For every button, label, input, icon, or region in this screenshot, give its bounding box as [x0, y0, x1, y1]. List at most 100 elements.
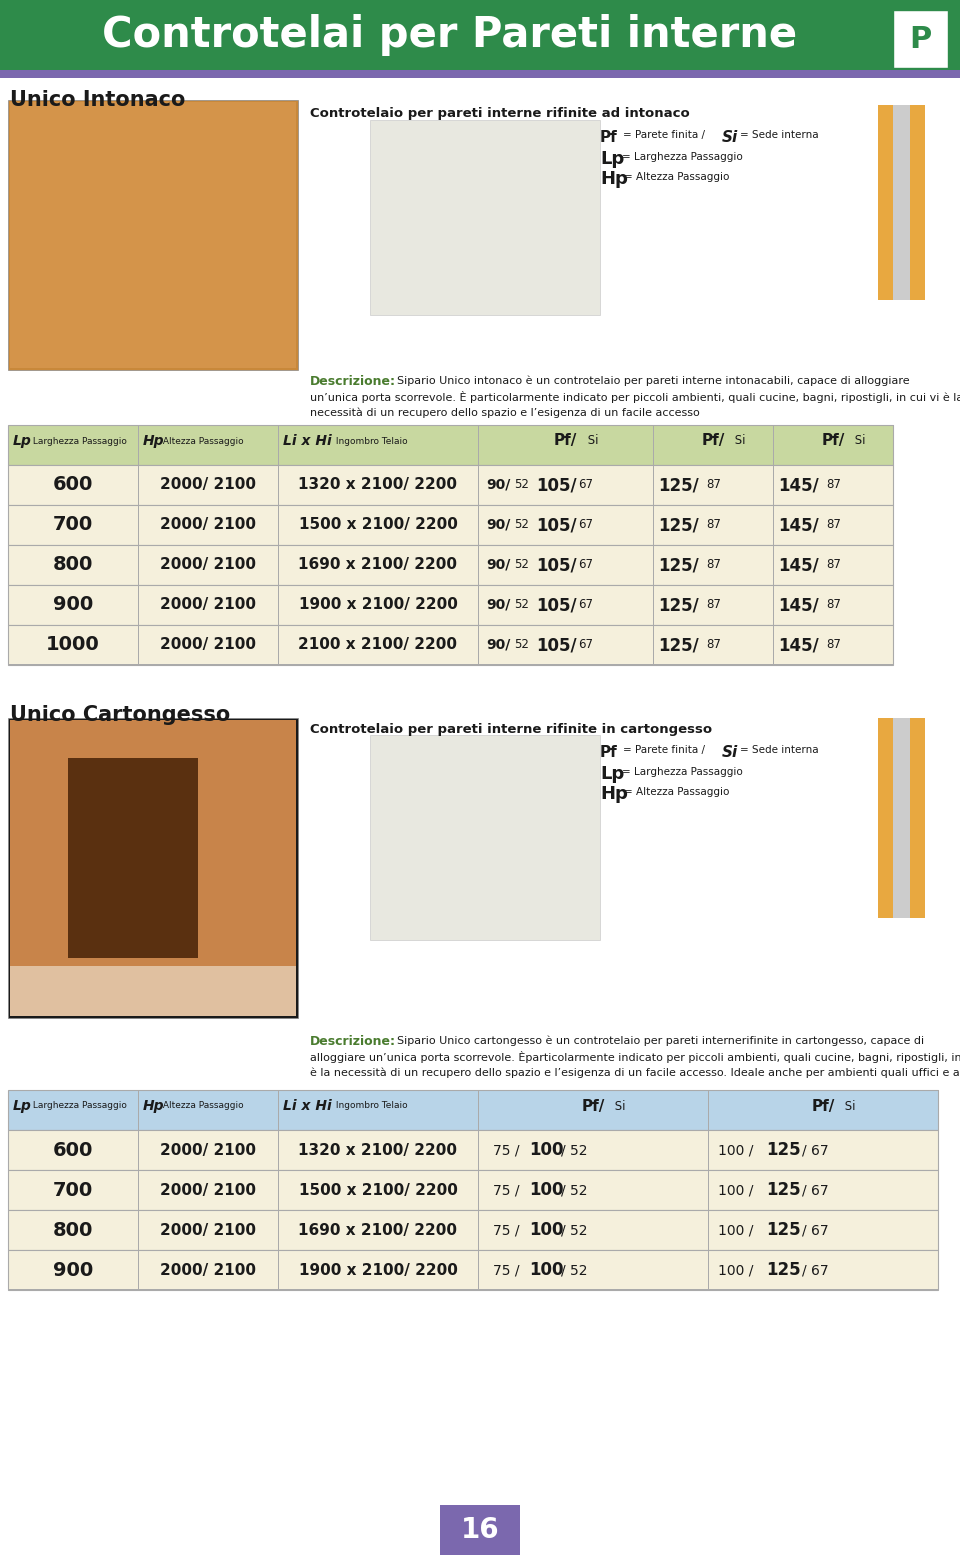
Text: Altezza Passaggio: Altezza Passaggio — [160, 1101, 244, 1110]
Text: Hp: Hp — [143, 1099, 164, 1113]
Text: = Altezza Passaggio: = Altezza Passaggio — [624, 787, 730, 798]
Text: Controtelai per Pareti interne: Controtelai per Pareti interne — [103, 14, 798, 56]
Bar — [138, 1210, 139, 1250]
Text: 800: 800 — [53, 1221, 93, 1239]
Text: / 52: / 52 — [561, 1222, 588, 1236]
Text: Si: Si — [851, 434, 866, 448]
Text: 100: 100 — [529, 1261, 564, 1280]
Text: / 67: / 67 — [802, 1222, 828, 1236]
Bar — [138, 585, 139, 625]
Text: 125/: 125/ — [658, 516, 699, 533]
Bar — [478, 465, 479, 505]
Text: Pf: Pf — [600, 131, 617, 145]
Text: Hp: Hp — [600, 785, 628, 802]
Bar — [893, 9, 948, 68]
Bar — [773, 505, 774, 544]
Text: 100: 100 — [529, 1180, 564, 1199]
Text: Lp: Lp — [600, 149, 624, 168]
Bar — [138, 1169, 139, 1210]
Text: 100 /: 100 / — [718, 1222, 754, 1236]
Bar — [278, 1130, 279, 1169]
Text: 1320 x 2100/ 2200: 1320 x 2100/ 2200 — [299, 1143, 458, 1157]
Bar — [8, 544, 893, 585]
Bar — [893, 585, 894, 625]
Text: 52: 52 — [514, 479, 529, 491]
Text: = Sede interna: = Sede interna — [740, 131, 819, 140]
Text: 105/: 105/ — [536, 557, 577, 574]
Text: 105/: 105/ — [536, 596, 577, 614]
Bar — [8, 100, 298, 370]
Bar — [8, 1169, 938, 1210]
Text: 145/: 145/ — [778, 516, 819, 533]
Text: 75 /: 75 / — [493, 1143, 519, 1157]
Text: Descrizione:: Descrizione: — [310, 1036, 396, 1048]
Bar — [708, 1090, 709, 1130]
Text: Pf/: Pf/ — [702, 434, 725, 448]
Text: 125/: 125/ — [658, 557, 699, 574]
Text: 90/: 90/ — [486, 558, 511, 572]
Text: 87: 87 — [826, 639, 841, 652]
Bar — [0, 0, 960, 70]
Bar — [938, 1130, 939, 1169]
Text: 1690 x 2100/ 2200: 1690 x 2100/ 2200 — [299, 558, 458, 572]
Text: 87: 87 — [826, 599, 841, 611]
Bar — [938, 1090, 939, 1130]
Bar — [893, 106, 910, 300]
Text: 2000/ 2100: 2000/ 2100 — [160, 1143, 256, 1157]
Bar — [773, 585, 774, 625]
Bar — [893, 625, 894, 666]
Text: 100 /: 100 / — [718, 1263, 754, 1277]
Text: Sipario Unico intonaco è un controtelaio per pareti interne intonacabili, capace: Sipario Unico intonaco è un controtelaio… — [397, 375, 910, 386]
Bar — [773, 544, 774, 585]
Bar — [653, 505, 654, 544]
Bar — [893, 505, 894, 544]
Text: 67: 67 — [578, 479, 593, 491]
Text: Lp: Lp — [600, 765, 624, 784]
Text: / 67: / 67 — [802, 1263, 828, 1277]
Text: 145/: 145/ — [778, 476, 819, 494]
Bar — [8, 465, 893, 505]
Bar — [478, 1210, 479, 1250]
Text: 52: 52 — [514, 518, 529, 532]
Bar — [370, 120, 600, 316]
Bar — [8, 718, 298, 1019]
Text: 125: 125 — [766, 1141, 801, 1158]
Text: Altezza Passaggio: Altezza Passaggio — [160, 437, 244, 445]
Text: Larghezza Passaggio: Larghezza Passaggio — [30, 1101, 127, 1110]
Text: Li x Hi: Li x Hi — [283, 434, 332, 448]
Text: 87: 87 — [826, 479, 841, 491]
Text: Pf/: Pf/ — [822, 434, 845, 448]
Bar — [278, 585, 279, 625]
Text: 75 /: 75 / — [493, 1222, 519, 1236]
Text: 125/: 125/ — [658, 636, 699, 655]
Bar — [708, 1250, 709, 1291]
Bar — [8, 625, 893, 666]
Text: Hp: Hp — [143, 434, 164, 448]
Text: 52: 52 — [514, 558, 529, 572]
Bar — [938, 1169, 939, 1210]
Bar — [653, 465, 654, 505]
Text: 2000/ 2100: 2000/ 2100 — [160, 477, 256, 493]
Bar — [10, 720, 296, 1015]
Text: 1000: 1000 — [46, 636, 100, 655]
Text: = Sede interna: = Sede interna — [740, 745, 819, 756]
Text: 800: 800 — [53, 555, 93, 574]
Text: Li x Hi: Li x Hi — [283, 1099, 332, 1113]
Text: 1500 x 2100/ 2200: 1500 x 2100/ 2200 — [299, 518, 457, 532]
Text: 145/: 145/ — [778, 557, 819, 574]
Bar — [653, 625, 654, 666]
Bar — [278, 1250, 279, 1291]
Text: 90/: 90/ — [486, 518, 511, 532]
Text: 1900 x 2100/ 2200: 1900 x 2100/ 2200 — [299, 1263, 457, 1278]
Text: Ingombro Telaio: Ingombro Telaio — [333, 437, 408, 445]
Text: Lp: Lp — [13, 434, 32, 448]
Text: 600: 600 — [53, 1140, 93, 1160]
Text: 90/: 90/ — [486, 477, 511, 491]
Text: 125/: 125/ — [658, 476, 699, 494]
Text: / 52: / 52 — [561, 1143, 588, 1157]
Bar — [773, 625, 774, 666]
Text: 87: 87 — [826, 558, 841, 572]
Text: 2000/ 2100: 2000/ 2100 — [160, 597, 256, 613]
Bar — [138, 1090, 139, 1130]
Bar — [478, 505, 479, 544]
